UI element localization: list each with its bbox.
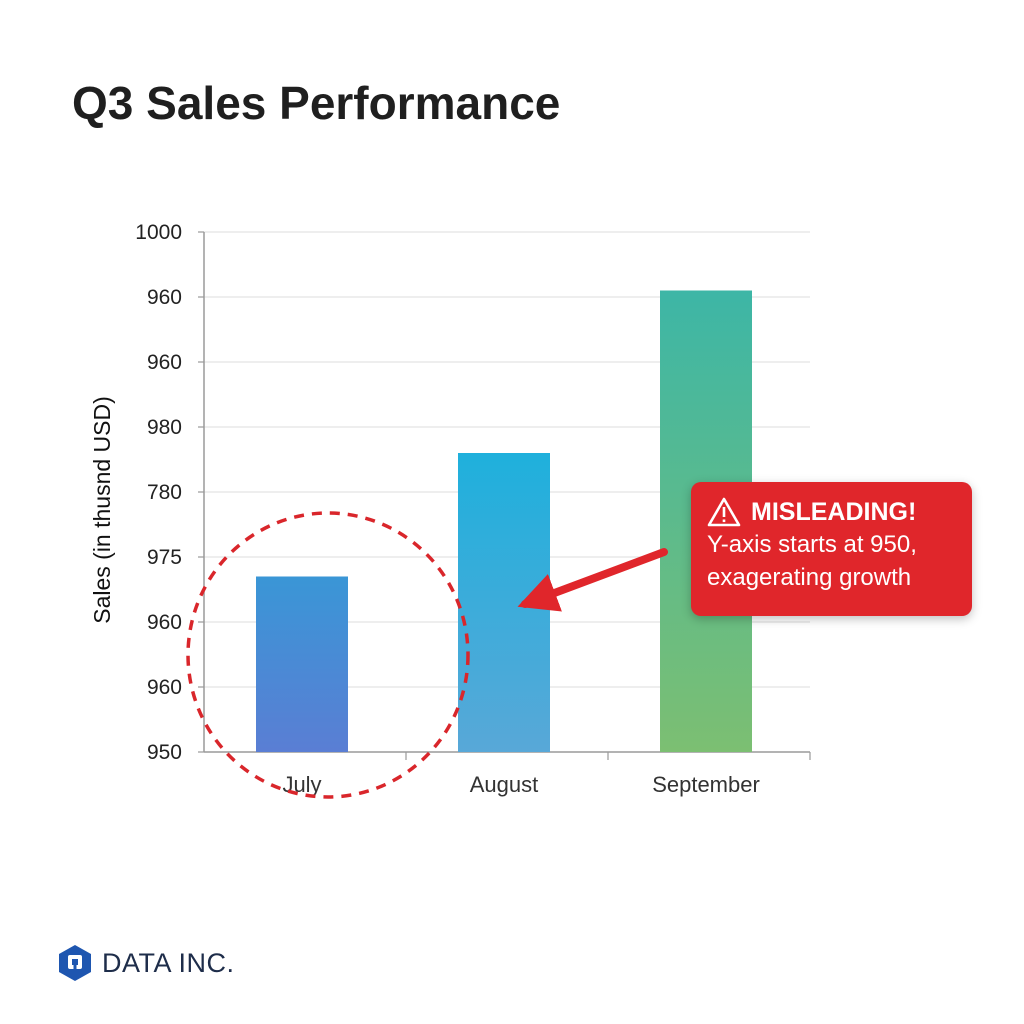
- y-tick-label: 1000: [135, 221, 182, 244]
- y-tick-labels: 1000 960 960 980 780 975 960 960 950: [135, 221, 182, 764]
- warning-icon: [707, 497, 741, 527]
- y-axis-label: Sales (in thusnd USD): [89, 396, 115, 624]
- july-highlight-circle: [186, 511, 470, 799]
- y-tick-label: 960: [147, 676, 182, 699]
- y-tick-label: 960: [147, 286, 182, 309]
- y-tick-label: 960: [147, 351, 182, 374]
- y-tick-label: 950: [147, 741, 182, 764]
- x-tick-label-september: September: [652, 772, 760, 797]
- misleading-callout: MISLEADING! Y-axis starts at 950, exager…: [691, 482, 972, 616]
- y-tick-label: 960: [147, 611, 182, 634]
- y-tick-label: 980: [147, 416, 182, 439]
- callout-heading: MISLEADING!: [751, 498, 917, 526]
- brand-footer: DATA INC.: [58, 944, 235, 982]
- bars: [256, 290, 752, 752]
- callout-arrow: [517, 548, 668, 612]
- y-tick-label: 975: [147, 546, 182, 569]
- callout-line-1: Y-axis starts at 950,: [707, 531, 917, 558]
- chart-title: Q3 Sales Performance: [72, 77, 561, 129]
- category-labels: July August September: [282, 772, 759, 797]
- hexagon-logo-icon: [59, 945, 91, 981]
- y-tick-label: 780: [147, 481, 182, 504]
- x-tick-label-july: July: [282, 772, 321, 797]
- company-name: DATA INC.: [102, 947, 235, 978]
- x-tick-label-august: August: [470, 772, 539, 797]
- callout-line-2: exagerating growth: [707, 564, 912, 591]
- bar-july: [256, 576, 348, 752]
